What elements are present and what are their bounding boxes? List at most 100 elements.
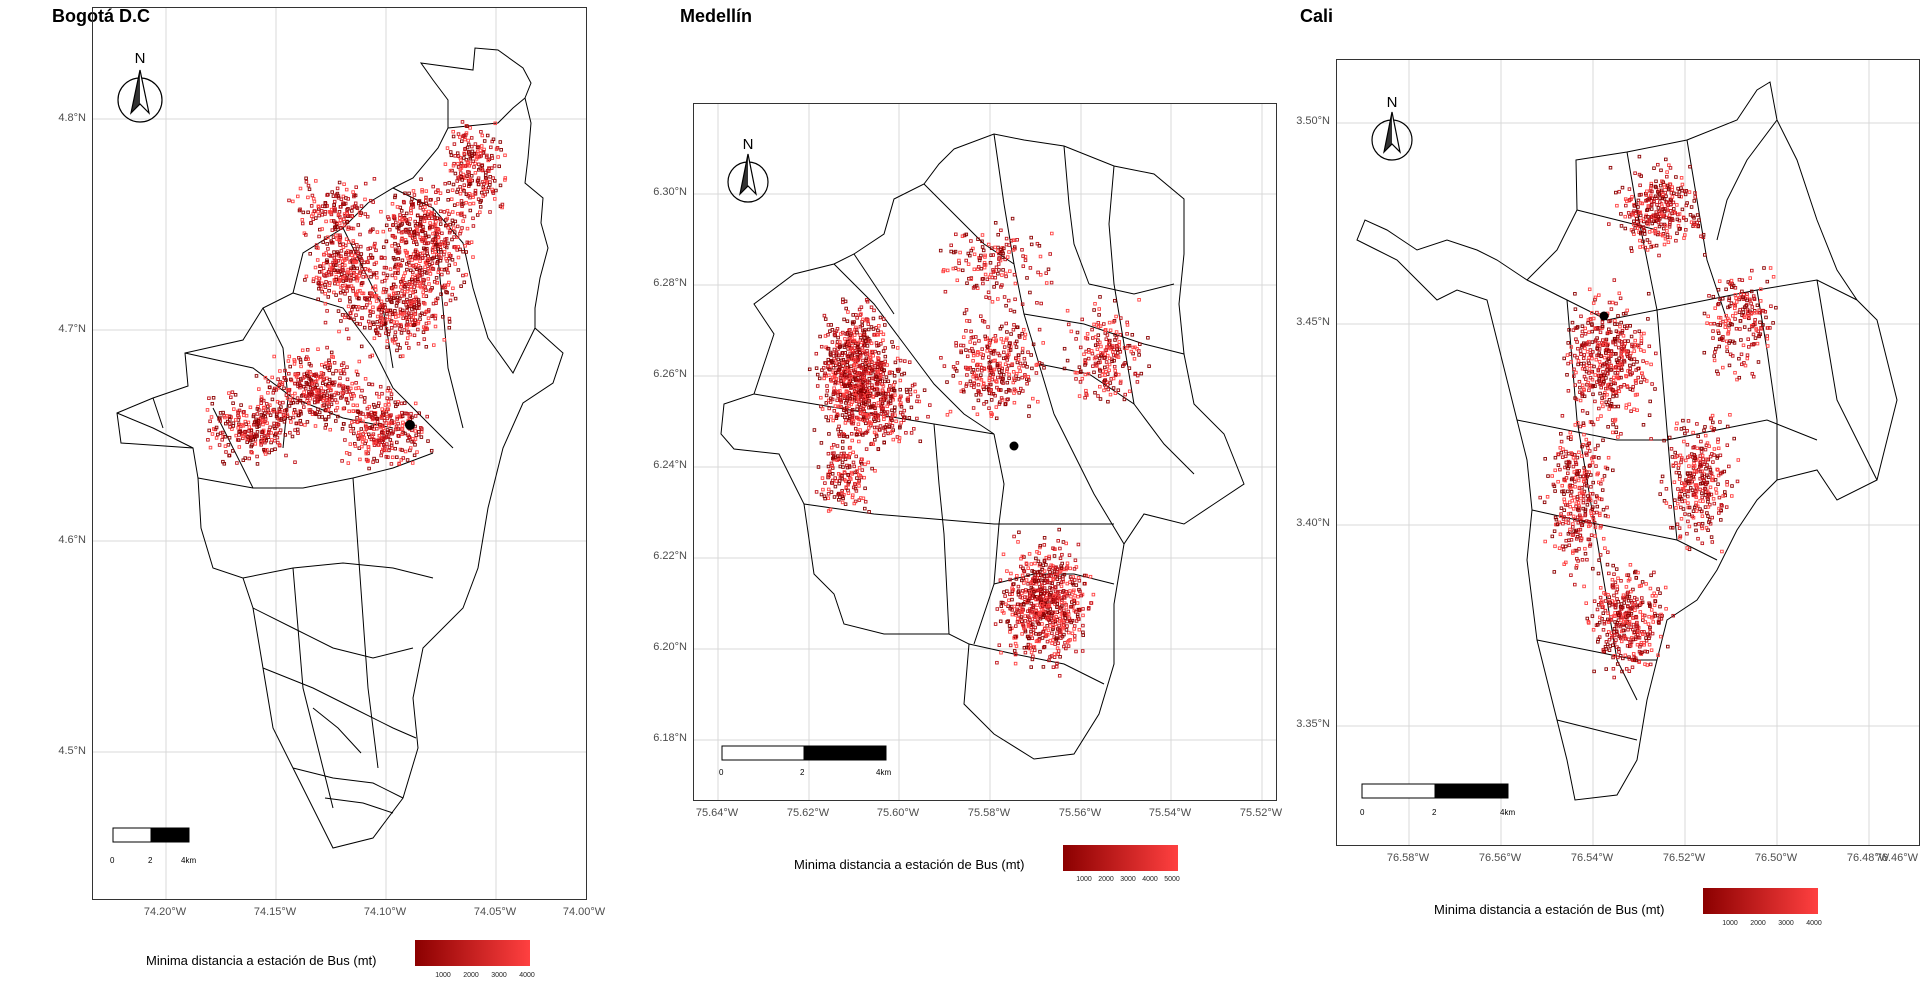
data-point [442, 210, 447, 214]
data-point [366, 458, 370, 463]
data-point [836, 472, 841, 476]
data-point [1107, 356, 1112, 361]
data-point [1131, 351, 1135, 356]
data-point [458, 191, 463, 196]
data-point [1004, 402, 1008, 406]
data-point [1635, 216, 1639, 221]
data-point [879, 404, 883, 409]
data-point [392, 235, 397, 239]
data-point [442, 338, 447, 342]
data-point [317, 415, 321, 419]
data-point [375, 426, 379, 431]
data-point [838, 476, 843, 480]
data-point [994, 416, 999, 421]
data-point [320, 213, 324, 217]
data-point [326, 415, 331, 419]
data-point [416, 327, 420, 332]
data-point [407, 191, 411, 196]
data-point [833, 476, 837, 480]
data-point [434, 227, 439, 232]
data-point [971, 286, 976, 290]
data-point [1642, 226, 1646, 230]
data-point [372, 243, 377, 248]
data-point [1076, 594, 1080, 599]
data-point [455, 235, 460, 240]
data-point [975, 412, 980, 417]
data-point [1032, 648, 1037, 653]
data-point [353, 444, 358, 448]
data-point [968, 340, 972, 344]
data-point [1074, 337, 1078, 341]
data-point [841, 300, 845, 305]
data-point [1105, 345, 1109, 349]
data-point [230, 427, 234, 431]
data-point [413, 237, 417, 242]
data-point [1020, 375, 1024, 380]
data-point [455, 224, 460, 229]
data-point [1017, 530, 1021, 535]
data-point [1093, 302, 1097, 306]
data-point [413, 429, 418, 433]
data-point [868, 359, 872, 364]
data-point [865, 380, 870, 384]
data-point [416, 302, 421, 306]
data-point [483, 187, 487, 191]
data-point [1054, 636, 1058, 641]
data-point [243, 456, 247, 460]
data-point [421, 236, 425, 240]
data-point [341, 368, 346, 372]
data-point [469, 174, 474, 178]
data-point [392, 214, 397, 219]
data-point [1116, 355, 1121, 359]
data-point [1004, 321, 1008, 326]
data-point [1059, 600, 1064, 605]
data-point [962, 233, 967, 238]
data-point [1641, 239, 1645, 244]
data-point [1668, 220, 1672, 225]
data-point [1098, 369, 1102, 373]
data-point [259, 395, 264, 399]
data-point [1104, 337, 1109, 341]
data-point [1646, 204, 1651, 208]
data-point [371, 416, 375, 420]
data-point [377, 333, 382, 337]
data-point [372, 262, 377, 266]
data-point [1097, 313, 1101, 317]
data-point [348, 442, 353, 446]
data-point [883, 395, 888, 399]
data-point [1107, 346, 1111, 350]
data-point [345, 276, 349, 281]
data-point [227, 421, 232, 426]
data-point [845, 353, 850, 358]
data-point [829, 461, 834, 466]
data-point [1106, 387, 1110, 392]
data-point [420, 251, 425, 255]
data-point [1042, 586, 1047, 590]
data-point [406, 304, 411, 309]
data-point [1048, 585, 1052, 590]
data-point [380, 407, 384, 411]
data-point [447, 256, 451, 261]
data-point [348, 249, 353, 254]
data-point [366, 267, 370, 272]
data-point [390, 202, 395, 206]
data-point [358, 232, 362, 237]
data-point [375, 275, 379, 280]
data-point [1081, 633, 1085, 637]
data-point [898, 378, 903, 383]
data-point [332, 279, 337, 283]
data-point [1678, 226, 1682, 231]
data-point [1013, 652, 1018, 656]
data-point [860, 372, 865, 377]
data-point [1058, 655, 1062, 659]
data-point [826, 464, 831, 469]
data-point [406, 438, 410, 443]
data-point [338, 226, 343, 230]
data-point [847, 378, 852, 383]
data-point [395, 266, 400, 270]
data-point [251, 414, 256, 419]
data-point [1658, 196, 1662, 200]
data-point [318, 264, 322, 268]
data-point [304, 233, 308, 237]
data-point [843, 331, 848, 336]
